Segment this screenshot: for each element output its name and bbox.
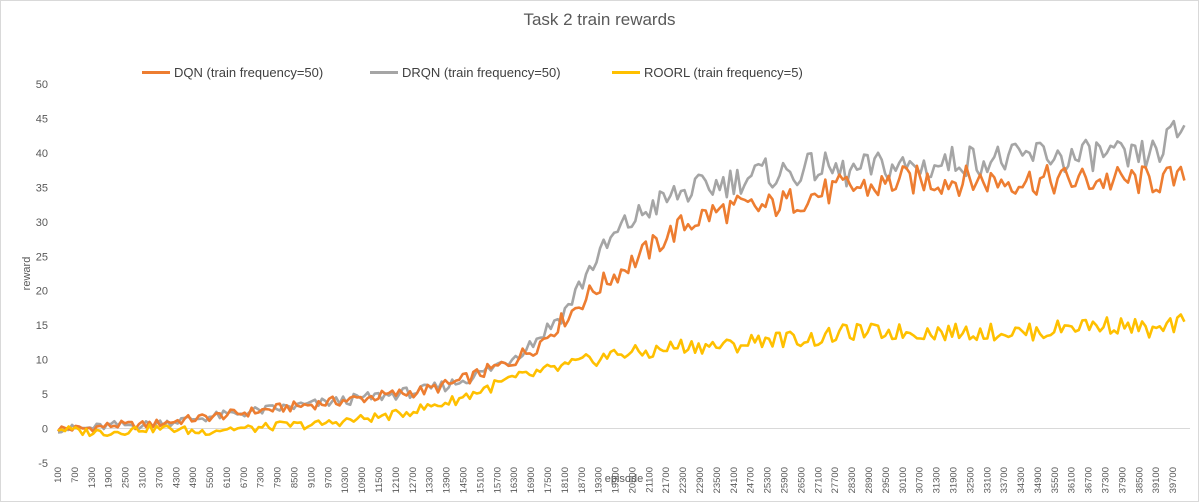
y-tick-label: 35 (36, 182, 48, 194)
x-tick-label: 2500 (121, 467, 132, 488)
chart-title: Task 2 train rewards (523, 10, 676, 29)
series-line-dqn (56, 164, 1186, 434)
x-tick-label: 3700 (154, 467, 165, 488)
x-tick-label: 20500 (627, 467, 638, 493)
x-tick-label: 21100 (644, 467, 655, 493)
x-tick-label: 33100 (982, 467, 993, 493)
x-tick-label: 18700 (577, 467, 588, 493)
x-tick-label: 10300 (340, 467, 351, 493)
x-tick-label: 38500 (1134, 467, 1145, 493)
x-tick-label: 14500 (458, 467, 469, 493)
legend-swatch-drqn (370, 71, 398, 74)
x-tick-label: 15100 (475, 467, 486, 493)
y-tick-label: 25 (36, 251, 48, 263)
x-tick-label: 10900 (357, 467, 368, 493)
legend-label-roorl: ROORL (train frequency=5) (644, 65, 803, 80)
x-tick-label: 31300 (932, 467, 943, 493)
x-tick-label: 19900 (611, 467, 622, 493)
x-tick-label: 7300 (256, 467, 267, 488)
y-tick-label: 20 (36, 286, 48, 298)
x-tick-label: 9700 (323, 467, 334, 488)
x-tick-label: 30700 (915, 467, 926, 493)
y-tick-label: 10 (36, 355, 48, 367)
legend-item-dqn[interactable]: DQN (train frequency=50) (142, 65, 323, 80)
x-tick-label: 15700 (492, 467, 503, 493)
x-tick-label: 100 (53, 467, 64, 483)
x-tick-label: 7900 (273, 467, 284, 488)
series-line-roorl (57, 313, 1186, 438)
x-tick-label: 12100 (391, 467, 402, 493)
x-tick-label: 11500 (374, 467, 385, 493)
x-tick-label: 33700 (999, 467, 1010, 493)
x-tick-label: 21700 (661, 467, 672, 493)
chart-legend: DQN (train frequency=50) DRQN (train fre… (0, 65, 1199, 83)
x-tick-label: 34300 (1016, 467, 1027, 493)
series-line-drqn (57, 119, 1186, 434)
x-tick-label: 23500 (712, 467, 723, 493)
legend-label-dqn: DQN (train frequency=50) (174, 65, 324, 80)
x-tick-label: 5500 (205, 467, 216, 488)
legend-label-drqn: DRQN (train frequency=50) (402, 65, 561, 80)
x-tick-label: 36700 (1084, 467, 1095, 493)
x-tick-label: 39700 (1168, 467, 1179, 493)
x-tick-label: 700 (70, 467, 81, 483)
x-tick-label: 25900 (780, 467, 791, 493)
x-tick-label: 1300 (87, 467, 98, 488)
y-axis-label: reward (21, 257, 33, 291)
x-tick-label: 17500 (543, 467, 554, 493)
x-tick-label: 28900 (864, 467, 875, 493)
x-tick-label: 24700 (746, 467, 757, 493)
y-tick-label: 5 (42, 389, 48, 401)
x-tick-label: 35500 (1050, 467, 1061, 493)
x-tick-label: 31900 (948, 467, 959, 493)
x-axis-label: episode (605, 473, 644, 485)
x-tick-label: 6100 (222, 467, 233, 488)
x-tick-label: 22900 (695, 467, 706, 493)
x-tick-label: 18100 (560, 467, 571, 493)
x-tick-label: 4300 (171, 467, 182, 488)
y-tick-label: 30 (36, 217, 48, 229)
x-tick-label: 30100 (898, 467, 909, 493)
x-tick-label: 16900 (526, 467, 537, 493)
x-tick-label: 3100 (137, 467, 148, 488)
x-tick-label: 32500 (965, 467, 976, 493)
x-tick-label: 24100 (729, 467, 740, 493)
legend-item-drqn[interactable]: DRQN (train frequency=50) (370, 65, 561, 80)
y-tick-label: 0 (42, 424, 48, 436)
x-tick-label: 13900 (442, 467, 453, 493)
x-tick-label: 27700 (830, 467, 841, 493)
x-tick-label: 39100 (1151, 467, 1162, 493)
x-tick-label: 25300 (763, 467, 774, 493)
x-tick-label: 29500 (881, 467, 892, 493)
x-tick-label: 12700 (408, 467, 419, 493)
x-tick-label: 28300 (847, 467, 858, 493)
x-tick-label: 6700 (239, 467, 250, 488)
x-tick-label: 13300 (425, 467, 436, 493)
x-tick-label: 37900 (1117, 467, 1128, 493)
x-tick-label: 22300 (678, 467, 689, 493)
legend-item-roorl[interactable]: ROORL (train frequency=5) (612, 65, 803, 80)
y-tick-label: 15 (36, 320, 48, 332)
x-tick-label: 9100 (306, 467, 317, 488)
legend-swatch-roorl (612, 71, 640, 74)
y-tick-label: 45 (36, 113, 48, 125)
x-tick-label: 27100 (813, 467, 824, 493)
y-tick-label: -5 (38, 458, 48, 470)
x-tick-label: 8500 (290, 467, 301, 488)
x-tick-label: 4900 (188, 467, 199, 488)
y-tick-label: 40 (36, 148, 48, 160)
x-tick-label: 16300 (509, 467, 520, 493)
legend-swatch-dqn (142, 71, 170, 74)
x-tick-label: 37300 (1101, 467, 1112, 493)
x-tick-label: 36100 (1067, 467, 1078, 493)
x-tick-label: 34900 (1033, 467, 1044, 493)
x-tick-label: 26500 (796, 467, 807, 493)
x-tick-label: 1900 (104, 467, 115, 488)
x-tick-label: 19300 (594, 467, 605, 493)
y-tick-label: 50 (36, 79, 48, 91)
